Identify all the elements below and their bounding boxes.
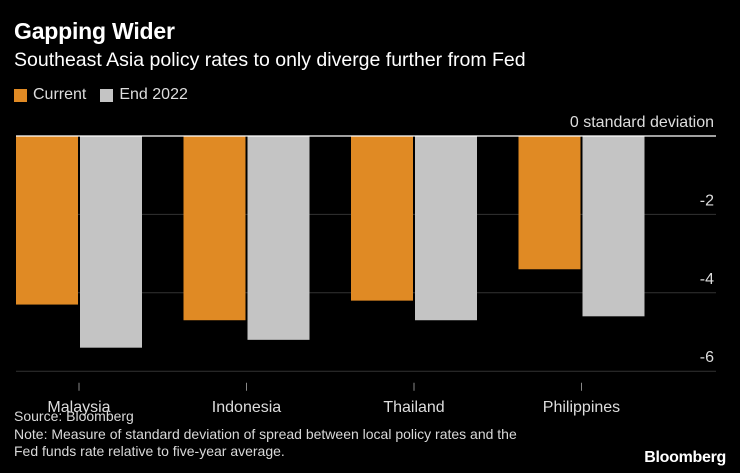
bar-philippines-current (518, 136, 581, 270)
legend-label-end-2022: End 2022 (119, 86, 188, 103)
bar-indonesia-end-2022 (247, 136, 310, 340)
y-tick-label: -6 (700, 349, 714, 366)
legend-item-current: Current (14, 86, 86, 104)
chart-subtitle: Southeast Asia policy rates to only dive… (14, 49, 526, 71)
bar-malaysia-end-2022 (80, 136, 142, 348)
chart-title: Gapping Wider (14, 18, 175, 44)
legend-item-end-2022: End 2022 (100, 86, 188, 104)
legend-label-current: Current (33, 86, 87, 103)
legend-swatch-current (14, 88, 27, 102)
bar-philippines-end-2022 (582, 136, 645, 317)
x-tick-label: Philippines (543, 399, 620, 416)
bloomberg-logo: Bloomberg (644, 449, 726, 466)
bar-malaysia-current (16, 136, 78, 305)
y-tick-label: -4 (700, 271, 714, 288)
x-tick-label: Indonesia (212, 399, 281, 416)
y-tick-label: -2 (700, 192, 714, 209)
bar-indonesia-current (183, 136, 246, 321)
y-tick-label: 0 standard deviation (570, 114, 714, 131)
legend-swatch-end-2022 (100, 88, 114, 102)
x-tick-label: Malaysia (47, 399, 110, 416)
footnote-line-2: Fed funds rate relative to five-year ave… (14, 443, 285, 459)
x-tick-label: Thailand (383, 399, 444, 416)
source-note: Source: Bloomberg (14, 408, 134, 424)
bar-thailand-current (351, 136, 413, 301)
bar-thailand-end-2022 (415, 136, 477, 321)
legend: Current End 2022 (14, 86, 202, 104)
footnote-line-1: Note: Measure of standard deviation of s… (14, 425, 517, 442)
footer: Source: Bloomberg Note: Measure of stand… (14, 408, 517, 461)
